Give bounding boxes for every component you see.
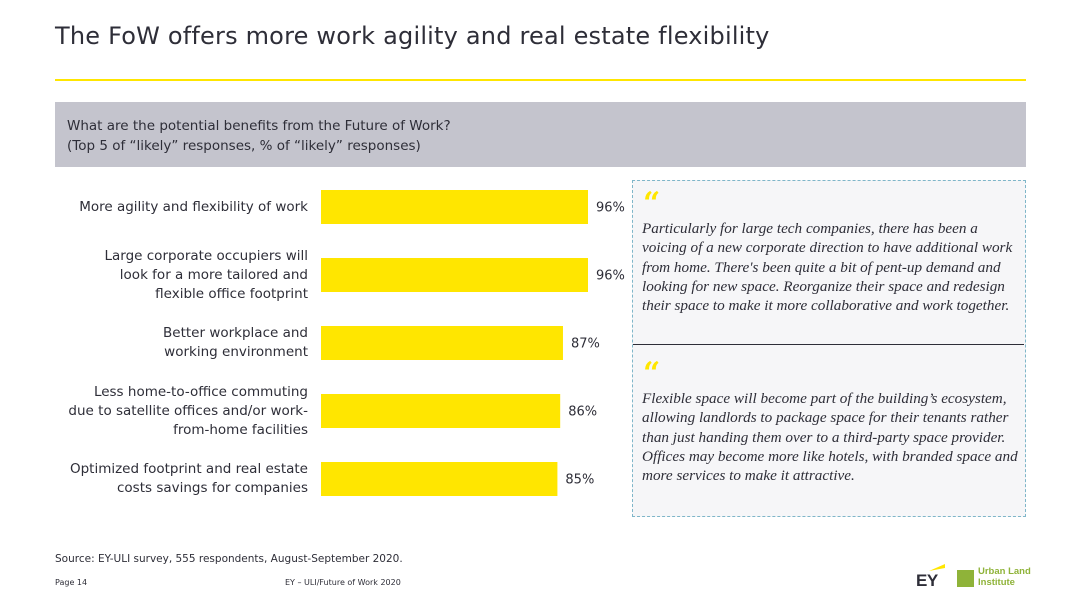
category-label-line: More agility and flexibility of work	[79, 198, 308, 215]
document-title: EY – ULI/Future of Work 2020	[285, 578, 401, 587]
bar-value-label: 87%	[571, 337, 600, 352]
page-title: The FoW offers more work agility and rea…	[55, 22, 770, 50]
quote-divider	[633, 344, 1024, 345]
uli-logo-icon	[957, 570, 974, 587]
category-label-line: look for a more tailored and	[119, 266, 308, 283]
ey-logo-beam-icon	[929, 564, 945, 571]
uli-logo: Urban Land Institute	[978, 566, 1031, 588]
quotes-panel: “ Particularly for large tech companies,…	[632, 180, 1026, 517]
question-banner: What are the potential benefits from the…	[55, 102, 1026, 167]
category-label-line: Better workplace and	[163, 325, 308, 341]
quote-mark-icon: “	[643, 186, 661, 221]
bar-value-label: 85%	[565, 473, 594, 488]
question-line-2: (Top 5 of “likely” responses, % of “like…	[67, 138, 421, 154]
category-label: Better workplace and working environment	[48, 324, 308, 362]
category-label-line: due to satellite offices and/or work-	[68, 402, 308, 419]
category-label: Less home-to-office commuting due to sate…	[48, 383, 308, 440]
category-label-line: flexible office footprint	[155, 285, 308, 302]
quote-mark-icon: “	[643, 356, 661, 391]
question-line-1: What are the potential benefits from the…	[67, 118, 451, 134]
category-label-line: Large corporate occupiers will	[104, 247, 308, 264]
category-label: Large corporate occupiers will look for a…	[48, 247, 308, 304]
category-label-line: working environment	[164, 344, 308, 360]
category-label-line: Optimized footprint and real estate	[69, 461, 308, 477]
bar-1	[321, 190, 588, 224]
quote-1-text: Particularly for large tech companies, t…	[642, 220, 1013, 315]
page-number: Page 14	[55, 578, 88, 587]
bar-4	[321, 394, 561, 428]
bar-value-label: 96%	[596, 201, 625, 216]
quote-2-text: Flexible space will become part of the b…	[642, 390, 1018, 485]
category-label-line: Less home-to-office commuting	[93, 383, 308, 400]
bar-3	[321, 326, 563, 360]
bar-2	[321, 258, 588, 292]
category-label: More agility and flexibility of work	[48, 198, 308, 217]
category-label-line: costs savings for companies	[116, 480, 308, 496]
source-note: Source: EY-ULI survey, 555 respondents, …	[55, 553, 403, 565]
category-label-line: from-home facilities	[173, 421, 308, 438]
bar-5	[321, 462, 558, 496]
bar-value-label: 86%	[568, 405, 597, 420]
title-divider	[55, 79, 1026, 81]
bar-value-label: 96%	[596, 269, 625, 284]
ey-logo: EY	[916, 571, 938, 590]
category-label: Optimized footprint and real estate costs…	[48, 460, 308, 498]
